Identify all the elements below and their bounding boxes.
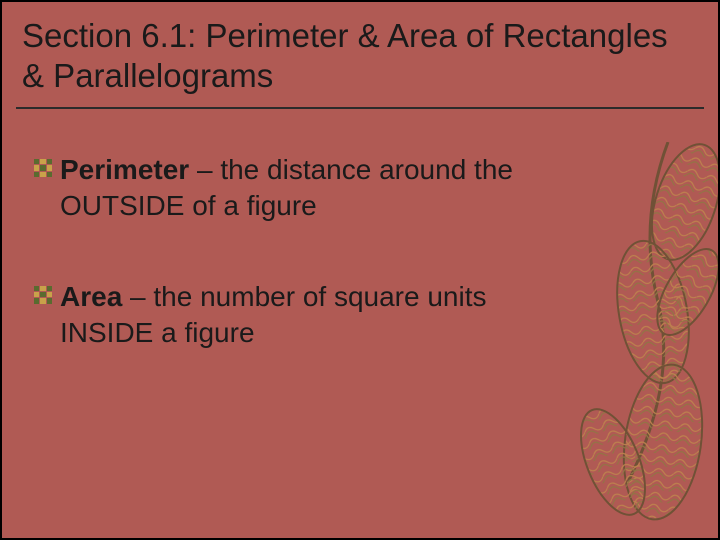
list-item: Area – the number of square units INSIDE… [34, 279, 578, 352]
list-item: Perimeter – the distance around the OUTS… [34, 152, 578, 225]
slide-title: Section 6.1: Perimeter & Area of Rectang… [22, 16, 698, 95]
slide: Section 6.1: Perimeter & Area of Rectang… [0, 0, 720, 540]
item-text: Perimeter – the distance around the OUTS… [60, 152, 578, 225]
item-text: Area – the number of square units INSIDE… [60, 279, 578, 352]
body-content: Perimeter – the distance around the OUTS… [34, 152, 578, 406]
term: Area [60, 281, 122, 312]
leaf-decoration [558, 142, 718, 542]
bullet-icon [34, 286, 52, 304]
title-underline [16, 107, 704, 109]
term: Perimeter [60, 154, 189, 185]
bullet-icon [34, 159, 52, 177]
definition: – the number of square units INSIDE a fi… [60, 281, 486, 348]
title-container: Section 6.1: Perimeter & Area of Rectang… [16, 10, 704, 109]
